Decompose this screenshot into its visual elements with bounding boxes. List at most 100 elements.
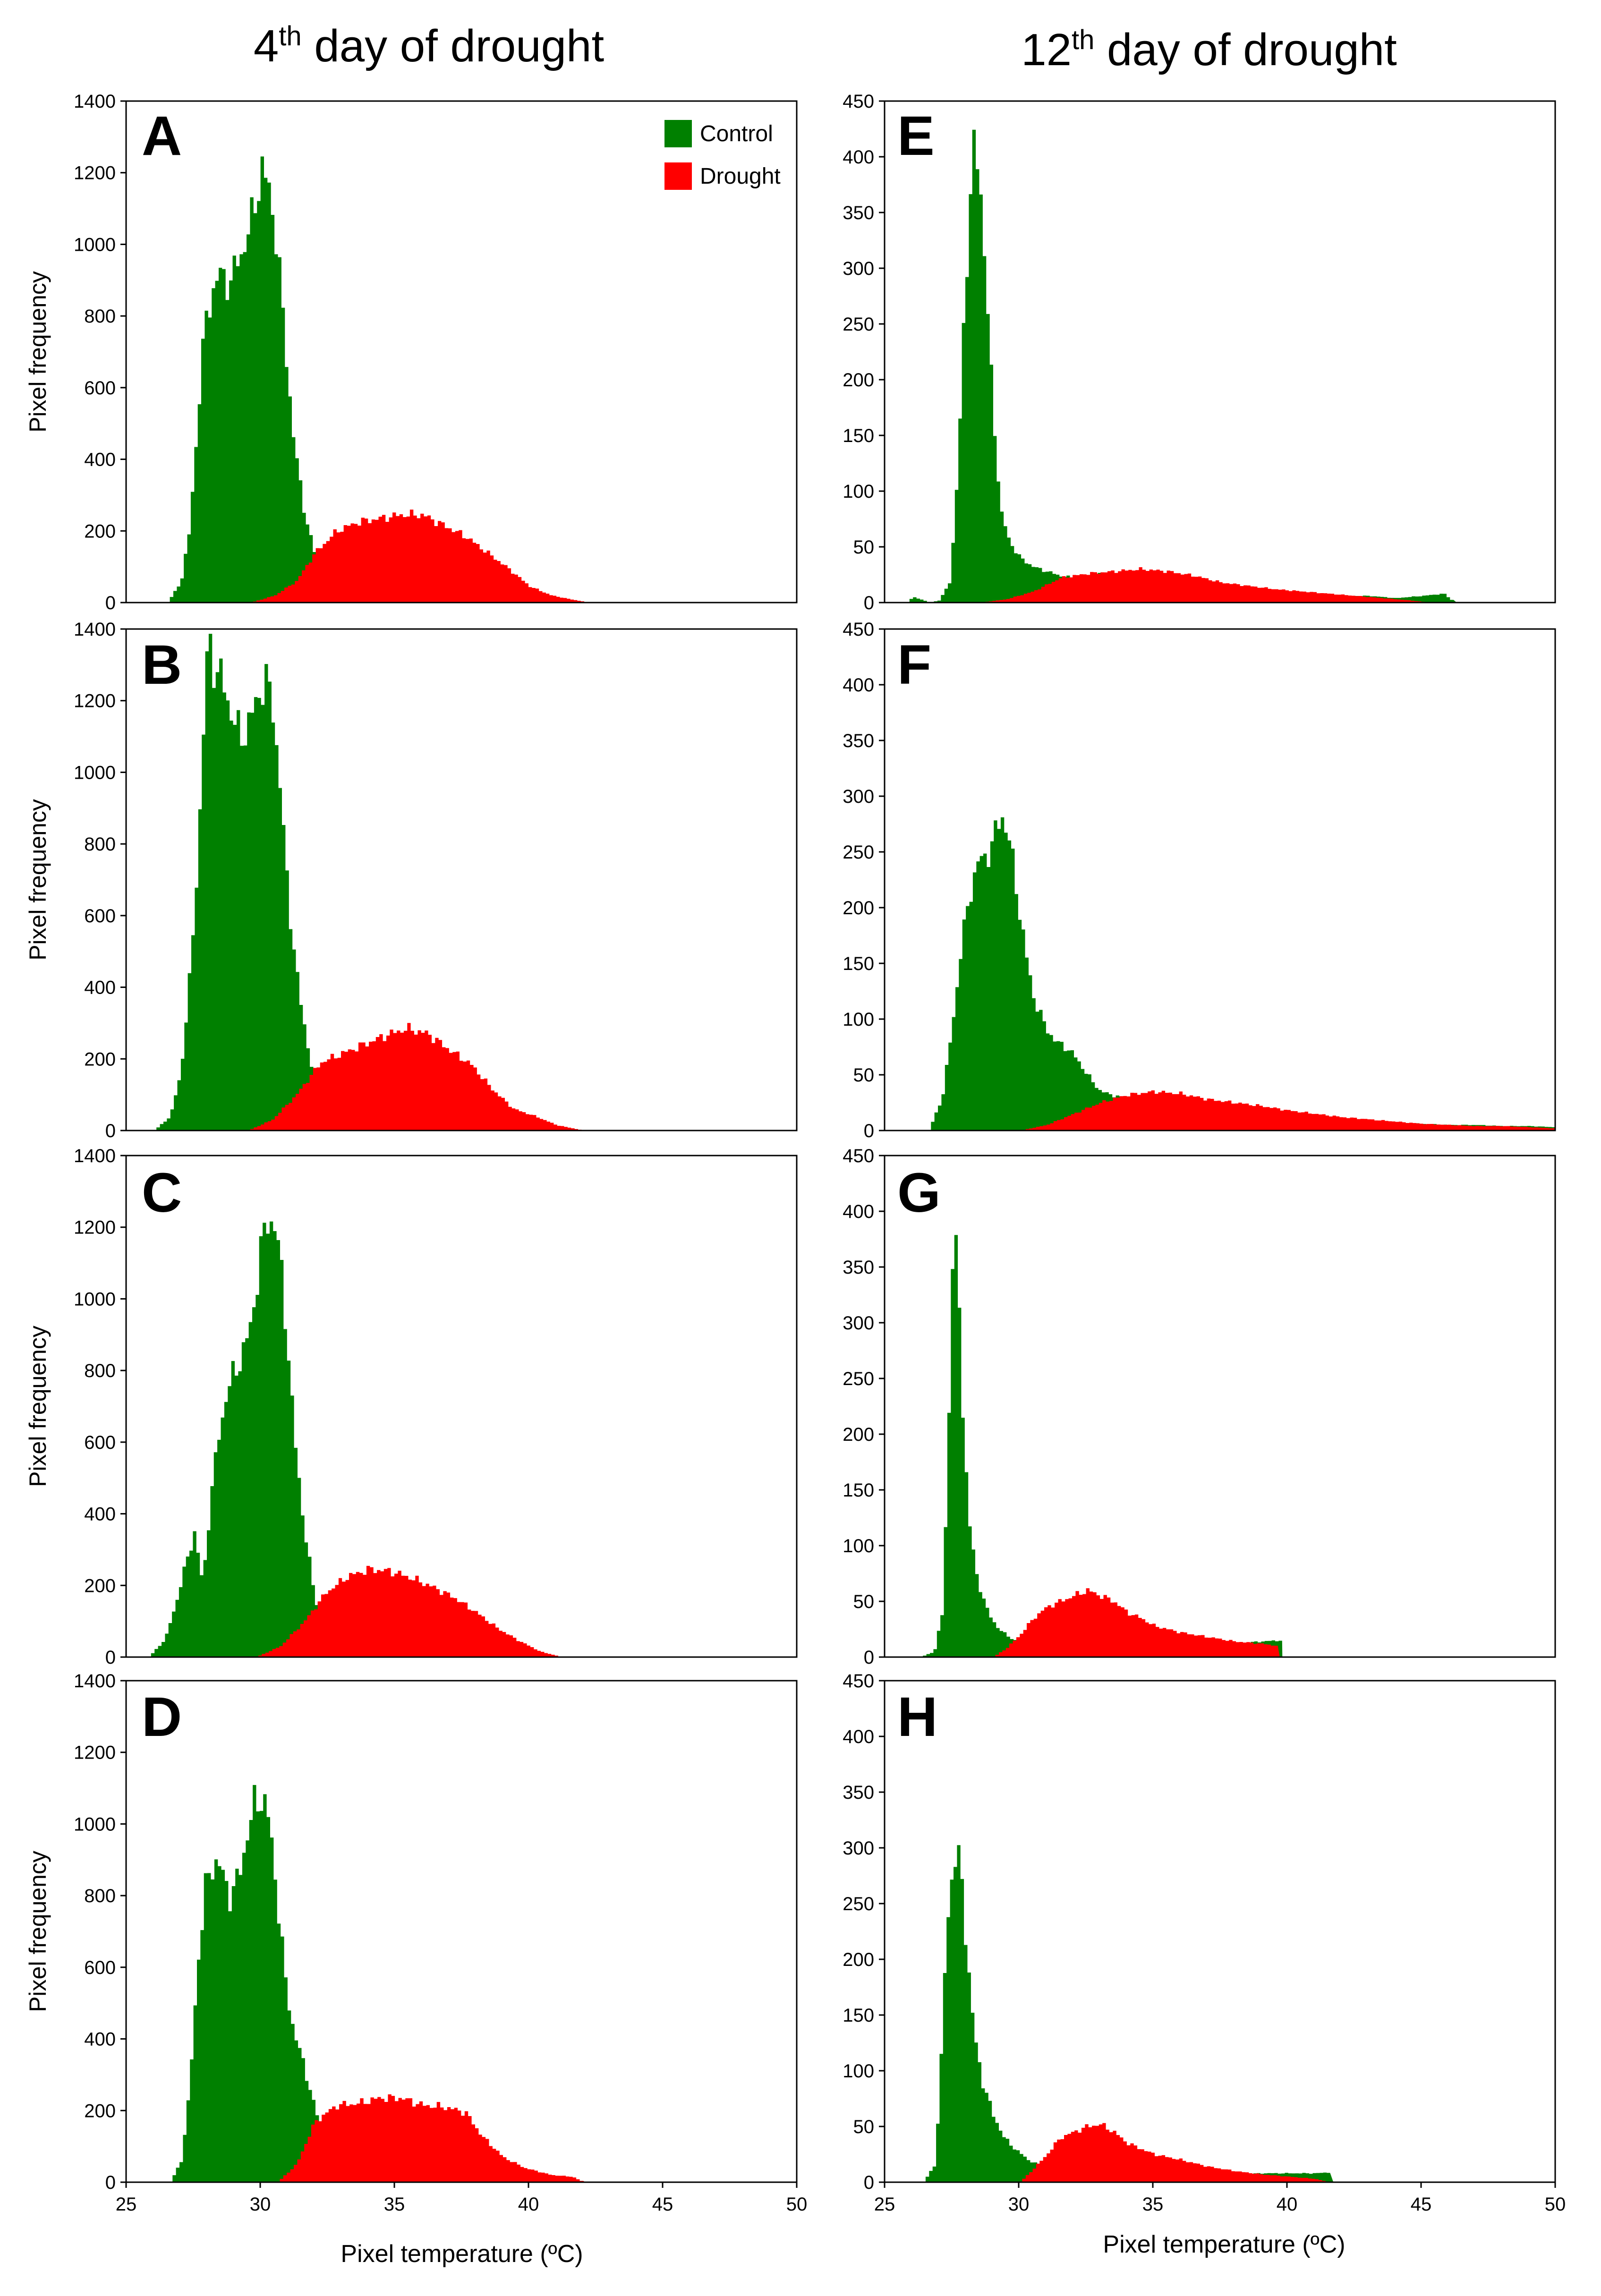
panel-letter: G <box>897 1162 941 1224</box>
x-tick-label: 25 <box>116 2194 137 2215</box>
y-tick-label: 150 <box>843 953 874 974</box>
axes-frame <box>884 1155 1556 1658</box>
axes-frame <box>125 1155 798 1658</box>
legend-swatch-drought <box>664 162 692 190</box>
right-x-axis-label: Pixel temperature (ºC) <box>1103 2231 1345 2258</box>
y-tick-label: 300 <box>843 1313 874 1334</box>
y-tick-label: 0 <box>864 593 874 613</box>
y-tick-label: 400 <box>84 450 116 470</box>
y-tick-label: 250 <box>843 842 874 863</box>
panel-d: 0 200 400 600 800 1000 1200 1400 25 30 35 40 45 50 D Pi… <box>25 1671 807 2215</box>
y-tick-label: 100 <box>843 1536 874 1556</box>
panel-a: 0 200 400 600 800 1000 1200 1400 A Pixel frequenc… <box>25 91 798 613</box>
y-tick-label: 1000 <box>74 762 116 783</box>
y-tick-label: 400 <box>84 978 116 998</box>
y-tick-label: 0 <box>105 1121 116 1141</box>
x-tick-label: 45 <box>1411 2194 1432 2215</box>
y-tick-label: 600 <box>84 1432 116 1453</box>
y-tick-label: 800 <box>84 834 116 855</box>
y-tick-label: 400 <box>843 1201 874 1222</box>
y-tick-label: 200 <box>84 521 116 542</box>
legend-label-control: Control <box>700 121 773 146</box>
y-tick-label: 1200 <box>74 163 116 184</box>
series-control-histogram <box>906 129 1457 603</box>
plot-area <box>885 1681 1555 2182</box>
axes-frame <box>125 1680 798 2183</box>
y-tick-label: 800 <box>84 1361 116 1381</box>
x-tick-label: 50 <box>1545 2194 1566 2215</box>
y-tick-label: 150 <box>843 425 874 446</box>
series-group <box>927 817 1555 1131</box>
series-control-histogram <box>919 1235 1283 1657</box>
y-tick-label: 0 <box>864 1121 874 1141</box>
x-tick-label: 40 <box>518 2194 539 2215</box>
y-tick-label: 350 <box>843 203 874 223</box>
series-drought-histogram <box>992 1588 1280 1657</box>
series-group <box>919 1235 1283 1657</box>
series-group <box>906 129 1457 603</box>
x-tick-label: 30 <box>1008 2194 1030 2215</box>
y-tick-label: 300 <box>843 786 874 807</box>
left-column-title: 4th day of drought <box>254 21 604 71</box>
y-tick-label: 50 <box>853 1065 875 1086</box>
y-tick-label: 100 <box>843 1009 874 1030</box>
y-tick-label: 250 <box>843 1894 874 1914</box>
y-tick-label: 0 <box>105 593 116 613</box>
series-control-histogram <box>922 1845 1334 2182</box>
axes-frame <box>884 100 1556 604</box>
legend-label-drought: Drought <box>700 164 781 189</box>
series-control-histogram <box>153 634 331 1131</box>
y-axis-label: Pixel frequency <box>25 1326 51 1487</box>
y-axis-label: Pixel frequency <box>25 799 51 961</box>
series-drought-histogram <box>1019 1090 1555 1131</box>
panel-letter: B <box>142 634 182 696</box>
x-tick-label: 35 <box>1142 2194 1164 2215</box>
y-tick-label: 1000 <box>74 1289 116 1310</box>
x-tick-label: 40 <box>1277 2194 1298 2215</box>
series-group <box>922 1845 1334 2182</box>
series-control-histogram <box>927 817 1555 1131</box>
panel-h: 0 50 100 150 200 250 300 350 400 450 25 30 35 40 45 50 H <box>843 1671 1566 2215</box>
series-drought-histogram <box>247 1023 586 1131</box>
panel-letter: E <box>897 105 935 167</box>
y-tick-label: 300 <box>843 258 874 279</box>
series-control-histogram <box>147 1221 336 1657</box>
y-tick-label: 200 <box>843 1424 874 1445</box>
panel-letter: H <box>897 1686 937 1748</box>
y-tick-label: 1400 <box>74 1146 116 1166</box>
y-tick-label: 400 <box>84 2029 116 2050</box>
series-drought-histogram <box>249 510 591 603</box>
y-tick-label: 200 <box>84 1049 116 1070</box>
y-axis-label: Pixel frequency <box>25 1851 51 2012</box>
y-tick-label: 400 <box>84 1504 116 1525</box>
y-tick-label: 450 <box>843 1146 874 1166</box>
series-control-histogram <box>166 156 334 603</box>
y-tick-label: 200 <box>843 898 874 918</box>
left-x-axis-label: Pixel temperature (ºC) <box>341 2240 583 2268</box>
series-group <box>166 156 591 603</box>
y-tick-label: 800 <box>84 1886 116 1906</box>
y-tick-label: 350 <box>843 731 874 751</box>
y-tick-label: 600 <box>84 378 116 399</box>
y-tick-label: 200 <box>84 2100 116 2121</box>
x-tick-label: 50 <box>786 2194 808 2215</box>
y-tick-label: 300 <box>843 1838 874 1859</box>
axes-frame <box>884 1680 1556 2183</box>
series-drought-histogram <box>1019 2123 1331 2182</box>
axes-frame <box>125 100 798 604</box>
series-group <box>153 634 586 1131</box>
y-axis-label: Pixel frequency <box>25 271 51 433</box>
series-drought-histogram <box>276 2094 586 2182</box>
y-tick-label: 1400 <box>74 91 116 112</box>
right-column-title: 12th day of drought <box>1021 25 1397 75</box>
y-tick-label: 0 <box>864 2172 874 2193</box>
y-tick-label: 800 <box>84 306 116 327</box>
y-tick-label: 250 <box>843 1369 874 1389</box>
plot-area <box>885 1156 1555 1657</box>
y-tick-label: 150 <box>843 2005 874 2026</box>
panel-f: 0 50 100 150 200 250 300 350 400 450 F <box>843 619 1556 1141</box>
x-tick-label: 35 <box>384 2194 405 2215</box>
panel-letter: A <box>142 105 182 167</box>
